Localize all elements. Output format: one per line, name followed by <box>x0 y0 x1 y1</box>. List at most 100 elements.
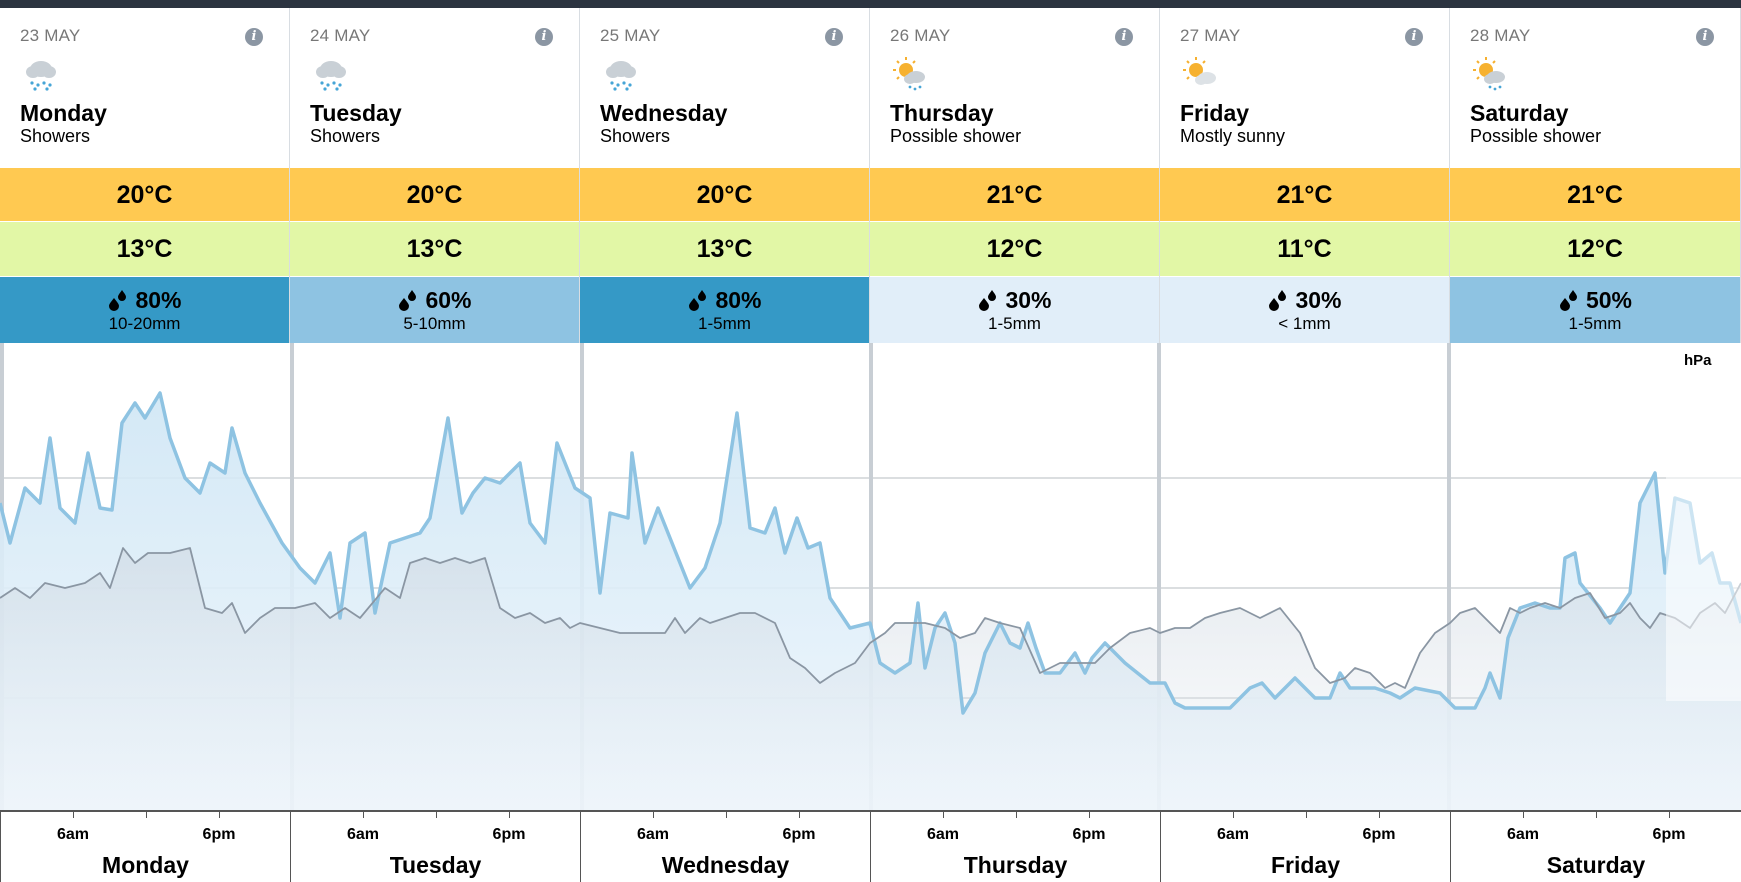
showers-icon <box>606 61 636 91</box>
day-condition: Showers <box>310 126 381 146</box>
rain-amount: 5-10mm <box>403 314 466 333</box>
day-header: 28 MAY i Saturday Possible shower <box>1450 8 1740 168</box>
day-header: 27 MAY i Friday Mostly sunny <box>1160 8 1449 168</box>
forecast-panel: 23 MAY i Monday Showers 20°C 13°C 80% 10… <box>0 8 1741 882</box>
min-temp: 13°C <box>290 222 579 277</box>
day-condition: Possible shower <box>1470 126 1602 146</box>
rain-amount: 1-5mm <box>1568 314 1622 333</box>
info-icon[interactable]: i <box>1115 28 1133 46</box>
info-icon[interactable]: i <box>1696 28 1714 46</box>
weather-graph[interactable] <box>0 343 1741 810</box>
axis-day-label: Thursday <box>963 852 1068 878</box>
min-temp: 12°C <box>870 222 1159 277</box>
day-column-saturday[interactable]: 28 MAY i Saturday Possible shower 21°C 1… <box>1450 8 1741 343</box>
day-date: 28 MAY <box>1470 26 1531 45</box>
day-condition: Showers <box>20 126 91 146</box>
axis-day-friday: 6am 6pm Friday <box>1160 810 1450 882</box>
top-bar <box>0 0 1741 8</box>
rain-cell: 80% 1-5mm <box>580 277 869 343</box>
rain-amount: 1-5mm <box>698 314 751 333</box>
info-icon[interactable]: i <box>535 28 553 46</box>
axis-day-tuesday: 6am 6pm Tuesday <box>290 810 580 882</box>
min-temp: 13°C <box>0 222 289 277</box>
rain-cell: 60% 5-10mm <box>290 277 579 343</box>
min-temp: 13°C <box>580 222 869 277</box>
day-date: 24 MAY <box>310 26 371 45</box>
day-column-tuesday[interactable]: 24 MAY i Tuesday Showers 20°C 13°C 60% 5… <box>290 8 580 343</box>
day-header: 26 MAY i Thursday Possible shower <box>870 8 1159 168</box>
rain-cell: 30% 1-5mm <box>870 277 1159 343</box>
day-date: 27 MAY <box>1180 26 1241 45</box>
max-temp: 20°C <box>290 168 579 222</box>
day-column-wednesday[interactable]: 25 MAY i Wednesday Showers 20°C 13°C 80%… <box>580 8 870 343</box>
rain-chance: 80% <box>135 286 182 313</box>
tick-6pm: 6pm <box>1362 826 1396 843</box>
time-axis: 6am 6pm Monday 6am 6pm Tuesday 6am 6pm W… <box>0 810 1741 882</box>
tick-6pm: 6pm <box>492 826 526 843</box>
rain-cell: 80% 10-20mm <box>0 277 289 343</box>
day-name: Monday <box>20 100 107 126</box>
tick-6pm: 6pm <box>1072 826 1106 843</box>
pressure-area-fill <box>0 548 1741 810</box>
axis-day-label: Wednesday <box>661 852 790 878</box>
rain-chance: 50% <box>1585 286 1633 313</box>
max-temp: 21°C <box>1160 168 1449 222</box>
rain-cell: 30% < 1mm <box>1160 277 1449 343</box>
day-column-friday[interactable]: 27 MAY i Friday Mostly sunny 21°C 11°C 3… <box>1160 8 1450 343</box>
day-name: Wednesday <box>600 100 728 126</box>
sun-shower-icon <box>893 57 925 91</box>
rain-amount: 10-20mm <box>108 314 181 333</box>
day-header: 25 MAY i Wednesday Showers <box>580 8 869 168</box>
axis-day-monday: 6am 6pm Monday <box>0 810 290 882</box>
axis-day-saturday: 6am 6pm Saturday <box>1450 810 1741 882</box>
tick-6am: 6am <box>636 826 670 843</box>
info-icon[interactable]: i <box>245 28 263 46</box>
tick-6pm: 6pm <box>782 826 816 843</box>
rain-chance: 30% <box>1295 286 1342 313</box>
day-columns: 23 MAY i Monday Showers 20°C 13°C 80% 10… <box>0 8 1741 343</box>
min-temp: 12°C <box>1450 222 1740 277</box>
tick-6am: 6am <box>926 826 960 843</box>
axis-day-wednesday: 6am 6pm Wednesday <box>580 810 870 882</box>
day-date: 25 MAY <box>600 26 661 45</box>
mostly-sunny-icon <box>1183 57 1216 85</box>
axis-day-label: Monday <box>102 852 189 878</box>
max-temp: 21°C <box>870 168 1159 222</box>
max-temp: 20°C <box>0 168 289 222</box>
day-name: Friday <box>1180 100 1250 126</box>
raindrops-icon <box>979 290 997 311</box>
day-date: 23 MAY <box>20 26 81 45</box>
day-header: 23 MAY i Monday Showers <box>0 8 289 168</box>
day-condition: Possible shower <box>890 126 1022 146</box>
rain-cell: 50% 1-5mm <box>1450 277 1740 343</box>
axis-day-label: Tuesday <box>389 852 482 878</box>
min-temp: 11°C <box>1160 222 1449 277</box>
info-icon[interactable]: i <box>825 28 843 46</box>
rain-amount: 1-5mm <box>988 314 1041 333</box>
day-condition: Mostly sunny <box>1180 126 1286 146</box>
rain-chance: 80% <box>715 286 762 313</box>
rain-chance: 30% <box>1005 286 1052 313</box>
axis-day-label: Saturday <box>1546 852 1646 878</box>
sun-shower-icon <box>1473 57 1505 91</box>
raindrops-icon <box>1269 290 1287 311</box>
raindrops-icon <box>399 290 417 311</box>
day-header: 24 MAY i Tuesday Showers <box>290 8 579 168</box>
raindrops-icon <box>1559 290 1577 311</box>
tick-6pm: 6pm <box>202 826 236 843</box>
tick-6am: 6am <box>56 826 90 843</box>
tick-6am: 6am <box>1506 826 1540 843</box>
info-icon[interactable]: i <box>1405 28 1423 46</box>
showers-icon <box>316 61 346 91</box>
showers-icon <box>26 61 56 91</box>
rain-amount: < 1mm <box>1278 314 1331 333</box>
max-temp: 21°C <box>1450 168 1740 222</box>
max-temp: 20°C <box>580 168 869 222</box>
day-name: Tuesday <box>310 100 402 126</box>
rain-line <box>0 391 1741 715</box>
day-column-monday[interactable]: 23 MAY i Monday Showers 20°C 13°C 80% 10… <box>0 8 290 343</box>
tick-6pm: 6pm <box>1652 826 1686 843</box>
day-column-thursday[interactable]: 26 MAY i Thursday Possible shower 21°C 1… <box>870 8 1160 343</box>
axis-day-thursday: 6am 6pm Thursday <box>870 810 1160 882</box>
day-name: Thursday <box>890 100 994 126</box>
